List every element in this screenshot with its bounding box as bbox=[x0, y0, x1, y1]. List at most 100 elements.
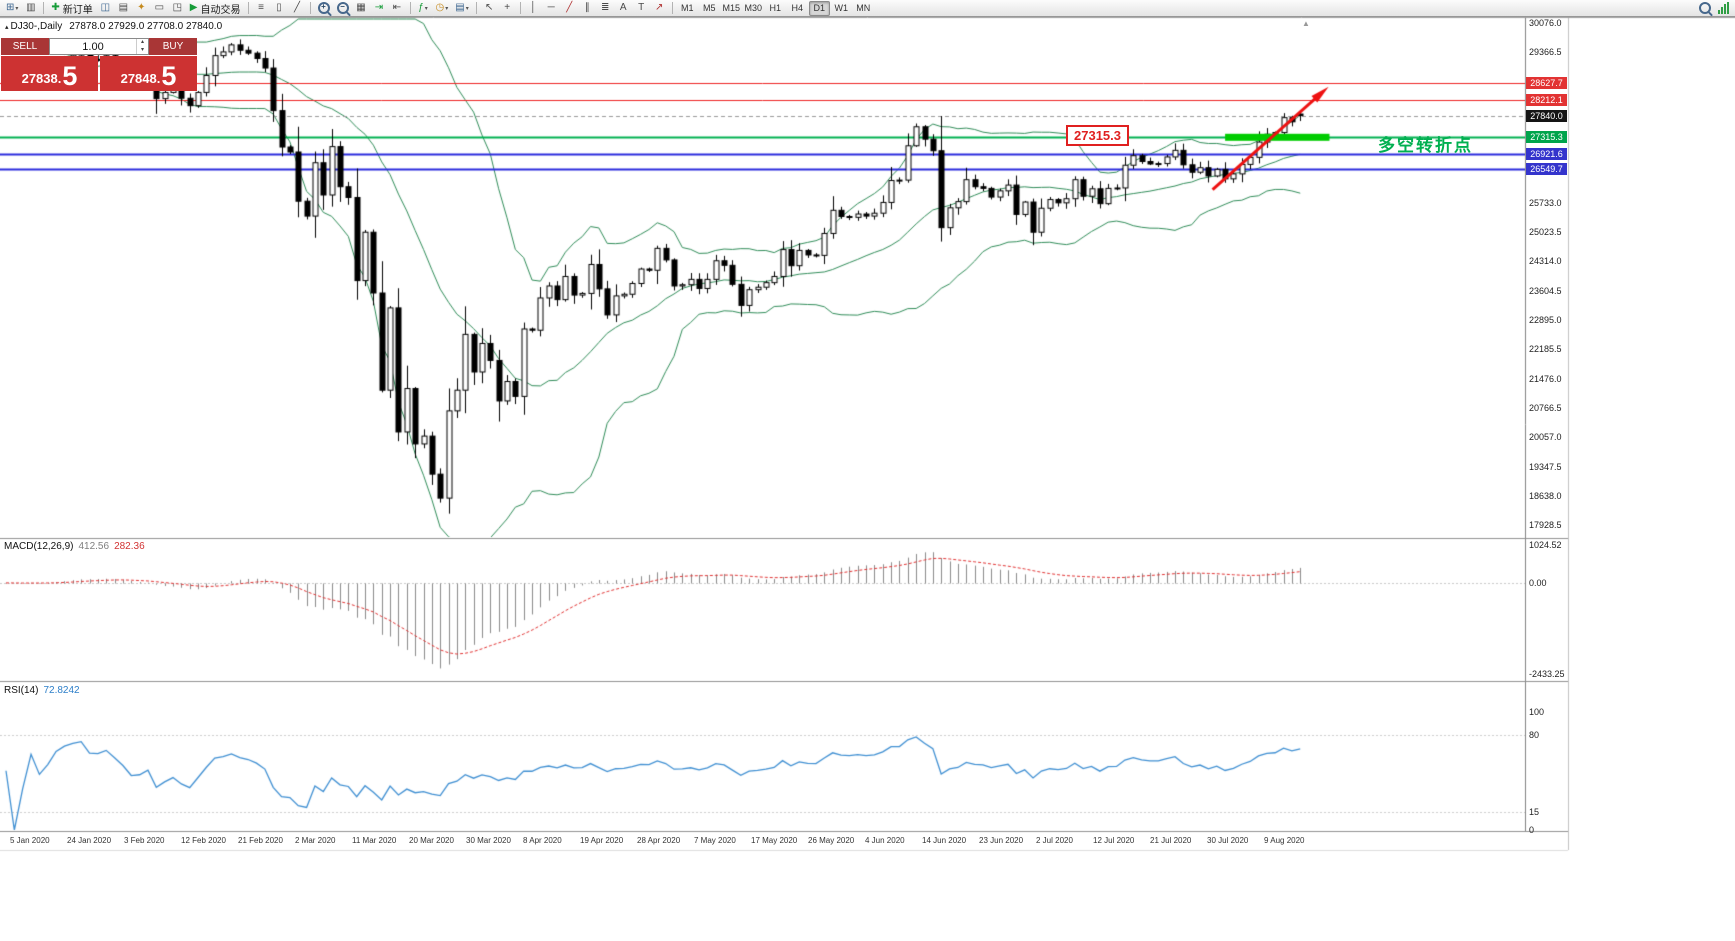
zoom-out-icon: − bbox=[336, 2, 349, 14]
symbol-marker-icon: ▴ bbox=[5, 24, 9, 31]
text-tool-button[interactable]: A bbox=[615, 1, 632, 16]
new-chart-button[interactable]: ⊞ ▾ bbox=[3, 1, 21, 16]
auto-scroll-button[interactable]: ⇥ bbox=[371, 1, 388, 16]
connection-button[interactable] bbox=[1715, 1, 1732, 16]
profiles-button[interactable]: ▥ bbox=[22, 1, 39, 16]
new-order-button[interactable]: ✚ 新订单 bbox=[48, 1, 95, 16]
date-axis-label: 17 May 2020 bbox=[751, 836, 798, 845]
rsi-name: RSI(14) bbox=[4, 685, 39, 696]
tile-windows-button[interactable]: ▦ bbox=[353, 1, 370, 16]
label-tool-button[interactable]: T bbox=[633, 1, 650, 16]
price-axis-label: 24314.0 bbox=[1529, 256, 1562, 267]
text-tool-icon: A bbox=[619, 2, 627, 13]
buy-button[interactable]: BUY bbox=[149, 38, 197, 55]
arrows-tool-button[interactable]: ↗ bbox=[651, 1, 668, 16]
zoom-in-icon: + bbox=[317, 2, 330, 14]
price-axis-label: 22895.0 bbox=[1529, 315, 1562, 326]
timeframe-h1-button[interactable]: H1 bbox=[769, 3, 781, 13]
timeframe-m5-button[interactable]: M5 bbox=[702, 3, 716, 13]
price-axis-label: 17928.5 bbox=[1529, 520, 1562, 531]
price-level-chip: 28627.7 bbox=[1526, 77, 1567, 90]
price-axis-label: 20766.5 bbox=[1529, 403, 1562, 414]
date-axis-label: 30 Jul 2020 bbox=[1207, 836, 1249, 845]
channel-button[interactable]: ∥ bbox=[579, 1, 596, 16]
bar-chart-button[interactable]: ≡ bbox=[253, 1, 270, 16]
profiles-icon: ▥ bbox=[26, 2, 36, 13]
crosshair-button[interactable]: + bbox=[499, 1, 516, 16]
volume-field: ▴ ▾ bbox=[49, 38, 149, 55]
zoom-out-button[interactable]: − bbox=[334, 1, 352, 16]
zoom-in-button[interactable]: + bbox=[315, 1, 333, 16]
data-window-button[interactable]: ▤ bbox=[115, 1, 132, 16]
price-axis-label: 18638.0 bbox=[1529, 491, 1562, 502]
volume-down-button[interactable]: ▾ bbox=[140, 46, 144, 53]
date-axis-label: 8 Apr 2020 bbox=[523, 836, 562, 845]
date-axis-label: 26 May 2020 bbox=[808, 836, 855, 845]
rsi-axis-label: 80 bbox=[1529, 730, 1540, 741]
date-axis-label: 9 Aug 2020 bbox=[1264, 836, 1305, 845]
date-axis-label: 28 Apr 2020 bbox=[637, 836, 681, 845]
volume-input[interactable] bbox=[50, 39, 136, 54]
candle-chart-icon: ▯ bbox=[276, 2, 282, 13]
chart-shift-marker[interactable]: ▲ bbox=[1302, 19, 1310, 28]
indicators-button[interactable]: ƒ ▾ bbox=[415, 1, 432, 16]
line-chart-button[interactable]: ╱ bbox=[289, 1, 306, 16]
new-order-label: 新订单 bbox=[62, 4, 93, 16]
timeframe-d1-button[interactable]: D1 bbox=[808, 0, 830, 16]
crosshair-icon: + bbox=[504, 2, 511, 13]
rsi-indicator-label: RSI(14) 72.8242 bbox=[4, 685, 85, 696]
date-axis-label: 2 Jul 2020 bbox=[1036, 836, 1073, 845]
volume-up-button[interactable]: ▴ bbox=[140, 39, 144, 45]
panel-splitter-macd[interactable] bbox=[0, 536, 1568, 541]
panel-splitter-rsi[interactable] bbox=[0, 679, 1568, 684]
candle-chart-button[interactable]: ▯ bbox=[271, 1, 288, 16]
trendline-button[interactable]: ╱ bbox=[561, 1, 578, 16]
price-axis-label: 22185.5 bbox=[1529, 344, 1562, 355]
horizontal-line-button[interactable]: ─ bbox=[543, 1, 560, 16]
macd-name: MACD(12,26,9) bbox=[4, 541, 74, 552]
sell-price-main: 27838. bbox=[21, 71, 62, 86]
toolbar-separator bbox=[309, 2, 311, 14]
periods-button[interactable]: ◷ ▾ bbox=[433, 1, 452, 16]
date-axis-label: 12 Jul 2020 bbox=[1093, 836, 1135, 845]
date-axis-label: 20 Mar 2020 bbox=[409, 836, 454, 845]
date-axis-label: 21 Jul 2020 bbox=[1150, 836, 1192, 845]
chevron-down-icon: ▾ bbox=[445, 5, 449, 12]
toolbar-separator bbox=[409, 2, 411, 14]
market-watch-button[interactable]: ◫ bbox=[97, 1, 114, 16]
date-axis-label: 12 Feb 2020 bbox=[181, 836, 226, 845]
auto-trading-button[interactable]: ▶ 自动交易 bbox=[187, 1, 244, 16]
toolbar-separator bbox=[671, 2, 673, 14]
trendline-icon: ╱ bbox=[566, 2, 573, 13]
price-level-chip: 26549.7 bbox=[1526, 162, 1567, 175]
toolbar-separator bbox=[247, 2, 249, 14]
chart-shift-button[interactable]: ⇤ bbox=[389, 1, 406, 16]
date-axis-label: 30 Mar 2020 bbox=[466, 836, 511, 845]
search-button[interactable] bbox=[1696, 1, 1714, 16]
fibonacci-button[interactable]: ≣ bbox=[597, 1, 614, 16]
terminal-button[interactable]: ▭ bbox=[151, 1, 168, 16]
sell-price-button[interactable]: 27838. 5 bbox=[1, 56, 98, 91]
fibonacci-icon: ≣ bbox=[601, 2, 610, 13]
buy-price-button[interactable]: 27848. 5 bbox=[100, 56, 197, 91]
new-chart-icon: ⊞ bbox=[6, 2, 15, 13]
price-axis-label: 25733.0 bbox=[1529, 197, 1562, 208]
navigator-button[interactable]: ✦ bbox=[133, 1, 150, 16]
price-callout-box[interactable]: 27315.3 bbox=[1066, 125, 1129, 146]
cursor-button[interactable]: ↖ bbox=[481, 1, 498, 16]
chart-symbol-label: DJ30-,Daily bbox=[10, 21, 63, 32]
timeframe-m15-button[interactable]: M15 bbox=[722, 3, 740, 13]
timeframe-m1-button[interactable]: M1 bbox=[680, 3, 694, 13]
timeframe-h4-button[interactable]: H4 bbox=[791, 3, 803, 13]
timeframe-m30-button[interactable]: M30 bbox=[744, 3, 762, 13]
vertical-line-button[interactable]: │ bbox=[525, 1, 542, 16]
sell-button[interactable]: SELL bbox=[1, 38, 49, 55]
timeframe-mn-button[interactable]: MN bbox=[856, 3, 871, 13]
templates-button[interactable]: ▤ ▾ bbox=[452, 1, 471, 16]
price-axis-label: 20057.0 bbox=[1529, 432, 1562, 443]
timeframe-w1-button[interactable]: W1 bbox=[834, 3, 848, 13]
date-axis-label: 4 Jun 2020 bbox=[865, 836, 905, 845]
date-axis-label: 11 Mar 2020 bbox=[352, 836, 397, 845]
strategy-tester-button[interactable]: ◳ bbox=[169, 1, 186, 16]
